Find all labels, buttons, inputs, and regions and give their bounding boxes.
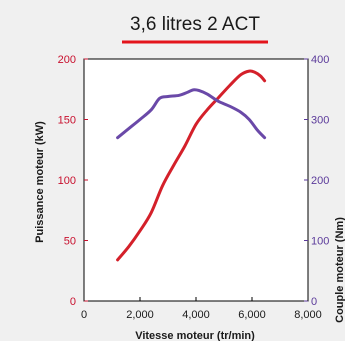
x-tick-label: 0 [81,309,87,321]
x-axis-ticks: 0 2,000 4,000 6,000 8,000 [81,297,322,321]
x-tick-label: 2,000 [126,309,154,321]
left-tick-label: 150 [58,115,76,127]
series-layer [116,69,267,262]
power-series-line [116,69,267,262]
x-tick-label: 4,000 [182,309,210,321]
right-axis-ticks: 0 100 200 300 400 [304,54,329,308]
plot-background [83,58,309,302]
left-tick-label: 200 [58,54,76,66]
right-tick-label: 0 [311,296,317,308]
left-tick-label: 0 [70,296,76,308]
left-axis-ticks: 0 50 100 150 200 [58,54,88,308]
x-tick-label: 8,000 [294,309,322,321]
y-left-axis-label: Puissance moteur (kW) [34,121,46,243]
x-axis-label: Vitesse moteur (tr/min) [135,330,255,341]
plot-area [83,58,309,302]
right-tick-label: 100 [311,236,329,248]
chart-title: 3,6 litres 2 ACT [130,14,260,35]
left-tick-label: 100 [58,175,76,187]
y-right-axis-label: Couple moteur (Nm) [334,217,345,323]
left-tick-label: 50 [64,236,76,248]
torque-series-line [116,88,267,140]
right-tick-label: 400 [311,54,329,66]
right-tick-label: 200 [311,175,329,187]
x-tick-label: 6,000 [238,309,266,321]
right-tick-label: 300 [311,115,329,127]
